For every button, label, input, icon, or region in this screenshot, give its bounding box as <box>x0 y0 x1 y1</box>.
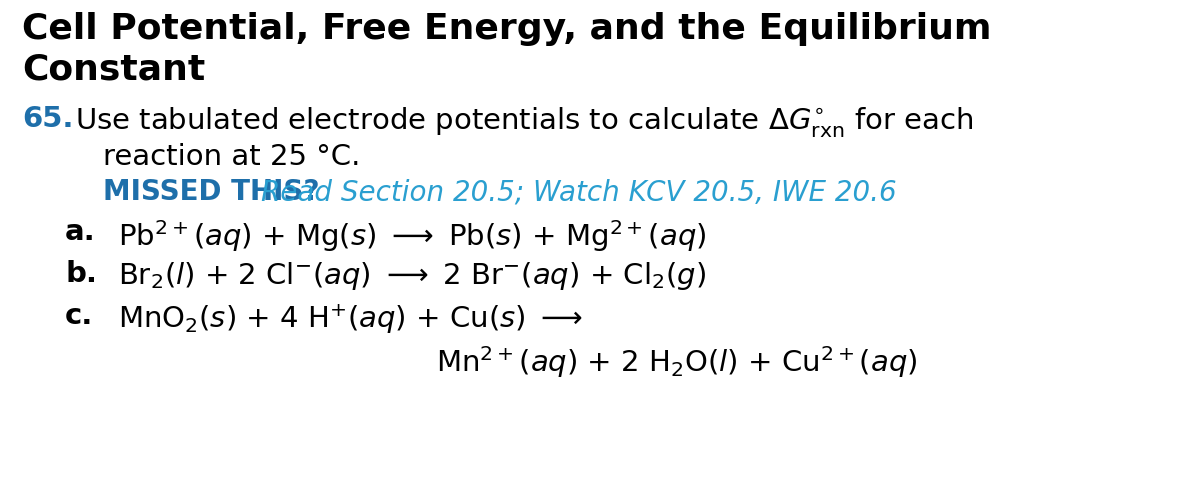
Text: Pb$^{2+}$($aq$) + Mg($s$) $\longrightarrow$ Pb($s$) + Mg$^{2+}$($aq$): Pb$^{2+}$($aq$) + Mg($s$) $\longrightarr… <box>118 218 707 254</box>
Text: Constant: Constant <box>22 52 205 86</box>
Text: a.: a. <box>65 218 96 246</box>
Text: Br$_2$($l$) + 2 Cl$^{-}$($aq$) $\longrightarrow$ 2 Br$^{-}$($aq$) + Cl$_2$($g$): Br$_2$($l$) + 2 Cl$^{-}$($aq$) $\longrig… <box>118 260 706 292</box>
Text: Use tabulated electrode potentials to calculate $\Delta G^{\circ}_{\mathregular{: Use tabulated electrode potentials to ca… <box>74 105 973 139</box>
Text: reaction at 25 °C.: reaction at 25 °C. <box>103 143 360 171</box>
Text: MISSED THIS?: MISSED THIS? <box>103 178 319 206</box>
Text: b.: b. <box>65 260 97 288</box>
Text: Cell Potential, Free Energy, and the Equilibrium: Cell Potential, Free Energy, and the Equ… <box>22 12 991 46</box>
Text: Mn$^{2+}$($aq$) + 2 H$_2$O($l$) + Cu$^{2+}$($aq$): Mn$^{2+}$($aq$) + 2 H$_2$O($l$) + Cu$^{2… <box>436 344 918 380</box>
Text: c.: c. <box>65 302 94 330</box>
Text: Read Section 20.5; Watch KCV 20.5, IWE 20.6: Read Section 20.5; Watch KCV 20.5, IWE 2… <box>262 178 896 206</box>
Text: 65.: 65. <box>22 105 73 133</box>
Text: MnO$_2$($s$) + 4 H$^{+}$($aq$) + Cu($s$) $\longrightarrow$: MnO$_2$($s$) + 4 H$^{+}$($aq$) + Cu($s$)… <box>118 302 583 336</box>
